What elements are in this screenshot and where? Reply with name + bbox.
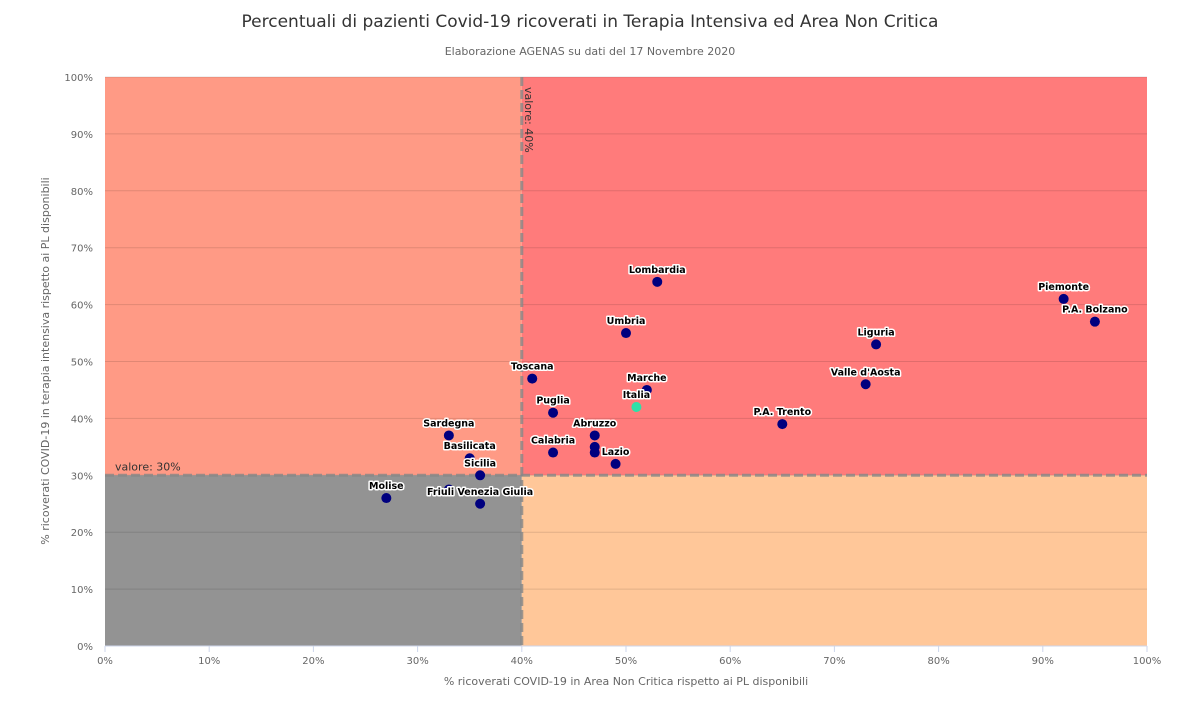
data-point: [443, 484, 454, 495]
data-label: Piemonte: [1038, 282, 1089, 293]
x-tick-label: 20%: [302, 656, 324, 667]
x-tick-label: 60%: [719, 656, 741, 667]
x-axis-label: % ricoverati COVID-19 in Area Non Critic…: [444, 675, 808, 688]
x-tick-label: 30%: [406, 656, 428, 667]
chart-subtitle: Elaborazione AGENAS su dati del 17 Novem…: [444, 45, 736, 58]
data-label: P.A. Trento: [753, 407, 811, 418]
data-point: [475, 470, 486, 481]
data-label: Calabria: [531, 436, 575, 447]
x-tick-label: 50%: [615, 656, 637, 667]
y-tick-label: 100%: [64, 73, 93, 84]
data-label: Molise: [369, 481, 404, 492]
y-tick-label: 80%: [71, 187, 93, 198]
x-tick-label: 40%: [511, 656, 533, 667]
data-point: [652, 276, 663, 287]
data-label: Toscana: [511, 362, 554, 373]
data-label: Liguria: [857, 327, 894, 338]
data-label: Sardegna: [423, 418, 474, 429]
data-label: Lombardia: [629, 265, 686, 276]
data-point: [860, 379, 871, 390]
threshold-label-x: valore: 40%: [522, 87, 535, 153]
data-label: Sicilia: [464, 458, 496, 469]
data-point: [548, 447, 559, 458]
data-point: [641, 384, 652, 395]
data-label: Umbria: [607, 316, 646, 327]
chart-title: Percentuali di pazienti Covid-19 ricover…: [241, 12, 939, 32]
x-tick-label: 0%: [97, 656, 113, 667]
y-axis-label: % ricoverati COVID-19 in terapia intensi…: [39, 177, 52, 544]
x-tick-label: 80%: [927, 656, 949, 667]
data-point: [631, 402, 642, 413]
data-label: Marche: [627, 373, 666, 384]
data-point: [1089, 316, 1100, 327]
data-point: [589, 430, 600, 441]
data-point: [589, 447, 600, 458]
data-label: Lazio: [602, 447, 630, 458]
data-point: [871, 339, 882, 350]
y-tick-label: 90%: [71, 130, 93, 141]
x-tick-label: 100%: [1133, 656, 1162, 667]
data-point: [527, 373, 538, 384]
data-point: [475, 498, 486, 509]
data-label: Friuli Venezia Giulia: [427, 487, 533, 498]
data-label: Basilicata: [444, 441, 496, 452]
data-label: Italia: [623, 390, 650, 401]
y-tick-label: 30%: [71, 471, 93, 482]
y-tick-label: 50%: [71, 358, 93, 369]
quadrant-top-left: [105, 77, 522, 476]
data-label: Puglia: [536, 396, 569, 407]
y-tick-label: 60%: [71, 301, 93, 312]
data-point: [621, 328, 631, 339]
data-label: Valle d'Aosta: [831, 367, 901, 378]
data-point: [1058, 293, 1069, 304]
quadrant-bottom-left: [105, 475, 522, 646]
data-point: [548, 407, 559, 418]
y-tick-label: 20%: [71, 528, 93, 539]
data-label: P.A. Bolzano: [1062, 305, 1128, 316]
y-tick-label: 40%: [71, 414, 93, 425]
data-point: [464, 453, 475, 464]
x-tick-label: 90%: [1032, 656, 1054, 667]
y-tick-label: 70%: [71, 244, 93, 255]
quadrant-bottom-right: [521, 475, 1147, 646]
y-tick-label: 10%: [71, 585, 93, 596]
data-point: [381, 493, 392, 504]
x-tick-label: 70%: [823, 656, 845, 667]
y-tick-label: 0%: [77, 642, 93, 653]
threshold-label-y: valore: 30%: [115, 460, 181, 473]
data-label: Abruzzo: [573, 418, 617, 429]
quadrant-top-right: [521, 77, 1147, 476]
data-point: [443, 430, 454, 441]
data-point: [610, 458, 621, 469]
x-tick-label: 10%: [198, 656, 220, 667]
data-point: [777, 419, 788, 430]
